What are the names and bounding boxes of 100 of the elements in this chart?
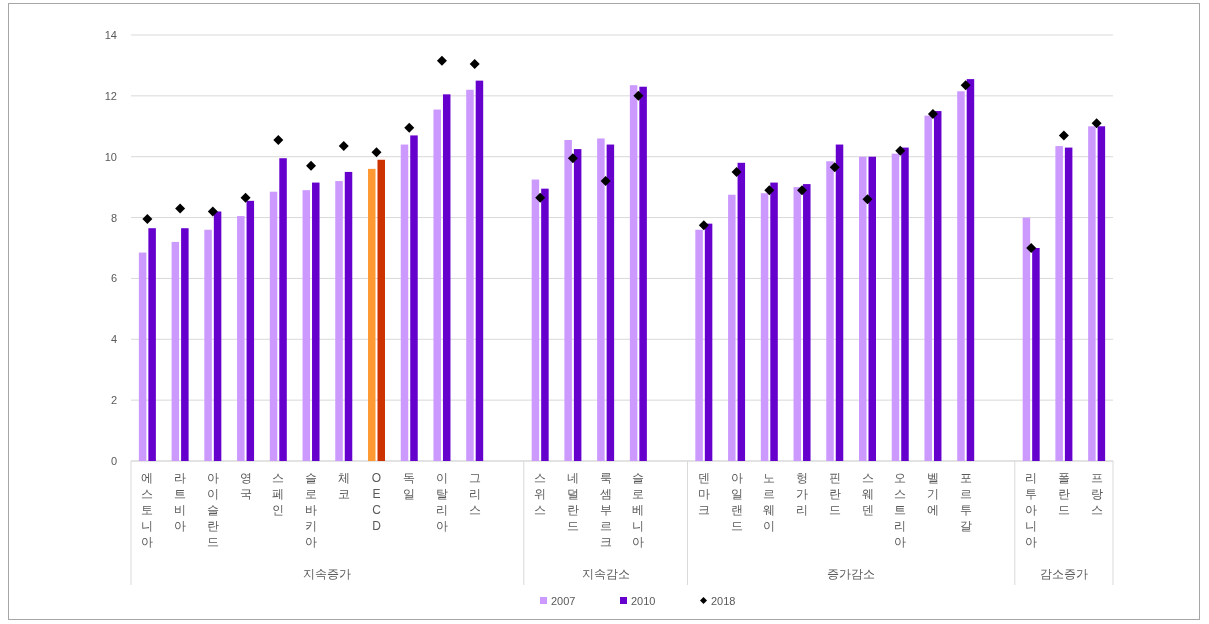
x-tick-label: 포르투갈 xyxy=(959,471,972,533)
point xyxy=(240,192,251,203)
bar xyxy=(1097,126,1106,461)
x-tick-label: 핀란드 xyxy=(828,471,841,517)
bar xyxy=(269,191,278,461)
x-tick-label: 노르웨이 xyxy=(763,471,776,533)
bar xyxy=(803,184,811,461)
y-tick-label: 6 xyxy=(110,272,117,285)
bar xyxy=(433,109,441,461)
bar xyxy=(400,144,409,461)
y-tick-label: 0 xyxy=(110,455,117,467)
point xyxy=(960,80,971,91)
x-tick-label: 스웨덴 xyxy=(861,471,874,517)
bar xyxy=(933,111,942,461)
bar xyxy=(891,153,900,461)
x-tick-label: 슬로바키아 xyxy=(305,471,318,549)
bar xyxy=(335,181,343,461)
point xyxy=(567,153,578,164)
point xyxy=(1091,118,1102,129)
bar xyxy=(1064,147,1073,461)
x-tick-label: 영국 xyxy=(239,471,252,501)
bar xyxy=(466,89,474,461)
point xyxy=(436,55,447,66)
point xyxy=(1026,243,1037,253)
point xyxy=(338,141,349,152)
bar xyxy=(204,229,212,461)
bar xyxy=(564,139,572,461)
point xyxy=(404,122,415,133)
bar xyxy=(901,147,909,461)
bar xyxy=(410,135,418,461)
point xyxy=(600,176,611,187)
bar xyxy=(181,228,189,461)
bar xyxy=(966,79,975,461)
bar xyxy=(1022,217,1031,461)
point xyxy=(207,206,218,217)
y-tick-label: 12 xyxy=(104,89,117,102)
x-tick-label: 스페인 xyxy=(272,471,285,517)
point xyxy=(469,58,480,69)
bar xyxy=(148,228,156,461)
bar xyxy=(171,241,180,461)
bar xyxy=(1055,146,1063,461)
point xyxy=(731,166,742,177)
bar xyxy=(793,187,802,461)
bar xyxy=(695,229,703,461)
x-tick-label: 헝가리 xyxy=(796,471,809,517)
x-tick-label: 이탈리아 xyxy=(435,471,448,533)
y-tick-label: 4 xyxy=(110,333,117,346)
point xyxy=(862,194,873,205)
bar xyxy=(302,190,311,461)
x-tick-label: OECD xyxy=(371,471,382,533)
bar xyxy=(737,162,746,461)
bar xyxy=(859,156,867,461)
x-tick-label: 오스트리아 xyxy=(894,471,907,549)
point xyxy=(142,214,153,225)
y-tick-label: 2 xyxy=(110,394,117,407)
bar xyxy=(1088,126,1096,461)
x-tick-label: 덴마크 xyxy=(697,471,710,517)
bar xyxy=(826,161,834,461)
x-tick-label: 네덜란드 xyxy=(566,471,579,533)
bar xyxy=(573,149,582,461)
point xyxy=(895,145,906,156)
y-tick-label: 8 xyxy=(110,211,117,224)
point xyxy=(371,147,382,158)
point xyxy=(764,185,775,196)
x-tick-label: 독일 xyxy=(403,471,416,501)
x-tick-label: 룩셈부르크 xyxy=(599,471,612,549)
bar xyxy=(835,144,844,461)
text: 지속감소 xyxy=(581,567,630,581)
x-tick-label: 그리스 xyxy=(468,471,481,517)
point xyxy=(175,203,186,214)
x-tick-label: 리투아니아 xyxy=(1025,471,1038,549)
bar xyxy=(1032,248,1040,461)
bar xyxy=(639,86,647,461)
point xyxy=(273,134,284,145)
bar xyxy=(728,194,736,461)
bar xyxy=(957,91,965,461)
bar xyxy=(377,159,385,461)
x-tick-label: 프랑스 xyxy=(1090,471,1103,517)
x-tick-label: 벨기에 xyxy=(926,471,939,517)
bar xyxy=(541,188,549,461)
point xyxy=(829,162,840,173)
bar xyxy=(279,158,287,461)
bar xyxy=(246,200,255,461)
x-tick-label: 에스토니아 xyxy=(141,471,154,549)
bar xyxy=(475,80,484,461)
x-tick-label: 슬로베니아 xyxy=(632,471,645,549)
point xyxy=(797,185,808,196)
legend-label: 2007 xyxy=(551,595,576,607)
y-tick-label: 10 xyxy=(104,150,117,163)
point xyxy=(927,109,938,120)
y-tick-label: 14 xyxy=(104,29,117,41)
bar xyxy=(606,144,615,461)
point xyxy=(535,192,546,203)
bar xyxy=(704,223,713,461)
bar xyxy=(312,182,320,461)
x-tick-label: 폴란드 xyxy=(1057,471,1070,517)
x-tick-label: 라트비아 xyxy=(174,471,187,533)
bar xyxy=(924,115,932,461)
point xyxy=(1058,130,1069,141)
bar xyxy=(344,171,353,461)
